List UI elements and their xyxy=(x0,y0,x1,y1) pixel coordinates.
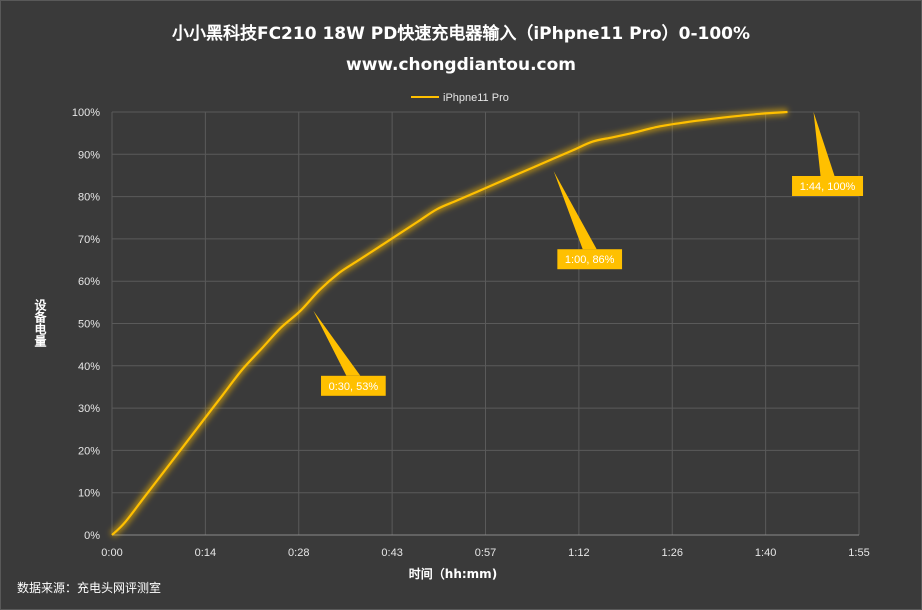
x-tick-label: 1:40 xyxy=(755,547,776,559)
callout-box xyxy=(557,249,623,270)
y-tick-label: 0% xyxy=(84,530,100,542)
chart-subtitle: www.chongdiantou.com xyxy=(346,55,576,75)
x-tick-label: 0:57 xyxy=(475,547,496,559)
legend: iPhpne11 Pro xyxy=(411,92,509,104)
data-source-note: 数据来源：充电头网评测室 xyxy=(17,580,161,595)
callout-pointer xyxy=(553,171,597,250)
callout-pointer xyxy=(313,310,361,376)
legend-label: iPhpne11 Pro xyxy=(443,92,509,104)
grid xyxy=(111,111,860,536)
y-tick-label: 80% xyxy=(78,192,100,204)
callout-label: 1:00, 86% xyxy=(565,254,615,266)
callout-box xyxy=(321,375,386,396)
x-tick-label: 1:26 xyxy=(662,547,683,559)
series-line-iphpne11-pro xyxy=(111,110,788,536)
x-axis-ticks: 0:00 0:14 0:28 0:43 0:57 1:12 1:26 1:40 1:55 xyxy=(101,547,869,559)
y-tick-label: 20% xyxy=(78,445,100,457)
y-tick-label: 40% xyxy=(78,361,100,373)
y-tick-label: 50% xyxy=(78,319,100,331)
callout: 1:00, 86% xyxy=(553,171,623,270)
callout-label: 0:30, 53% xyxy=(329,381,379,393)
x-tick-label: 0:14 xyxy=(195,547,216,559)
y-axis-ticks: 0% 10% 20% 30% 40% 50% 60% 70% 80% 90% 100% xyxy=(72,107,100,542)
callout-box xyxy=(792,176,864,196)
y-tick-label: 10% xyxy=(78,488,100,500)
y-tick-label: 100% xyxy=(72,107,100,119)
x-tick-label: 1:12 xyxy=(568,547,589,559)
callout: 0:30, 53% xyxy=(313,310,386,396)
annotations: 0:30, 53% 1:00, 86% 1:44, 100% xyxy=(313,112,864,396)
x-tick-label: 0:28 xyxy=(288,547,309,559)
y-tick-label: 90% xyxy=(78,149,100,161)
chart-title: 小小黑科技FC210 18W PD快速充电器输入（iPhpne11 Pro）0-… xyxy=(172,23,750,44)
y-tick-label: 60% xyxy=(78,276,100,288)
y-tick-label: 30% xyxy=(78,403,100,415)
callout-label: 1:44, 100% xyxy=(800,181,856,193)
y-tick-label: 70% xyxy=(78,234,100,246)
callout-pointer xyxy=(813,112,835,176)
x-axis-label: 时间（hh:mm) xyxy=(409,566,497,581)
x-tick-label: 0:00 xyxy=(101,547,122,559)
x-tick-label: 0:43 xyxy=(381,547,402,559)
y-axis-label: 设备电量 xyxy=(33,298,47,347)
callout: 1:44, 100% xyxy=(792,112,864,196)
x-tick-label: 1:55 xyxy=(848,547,869,559)
